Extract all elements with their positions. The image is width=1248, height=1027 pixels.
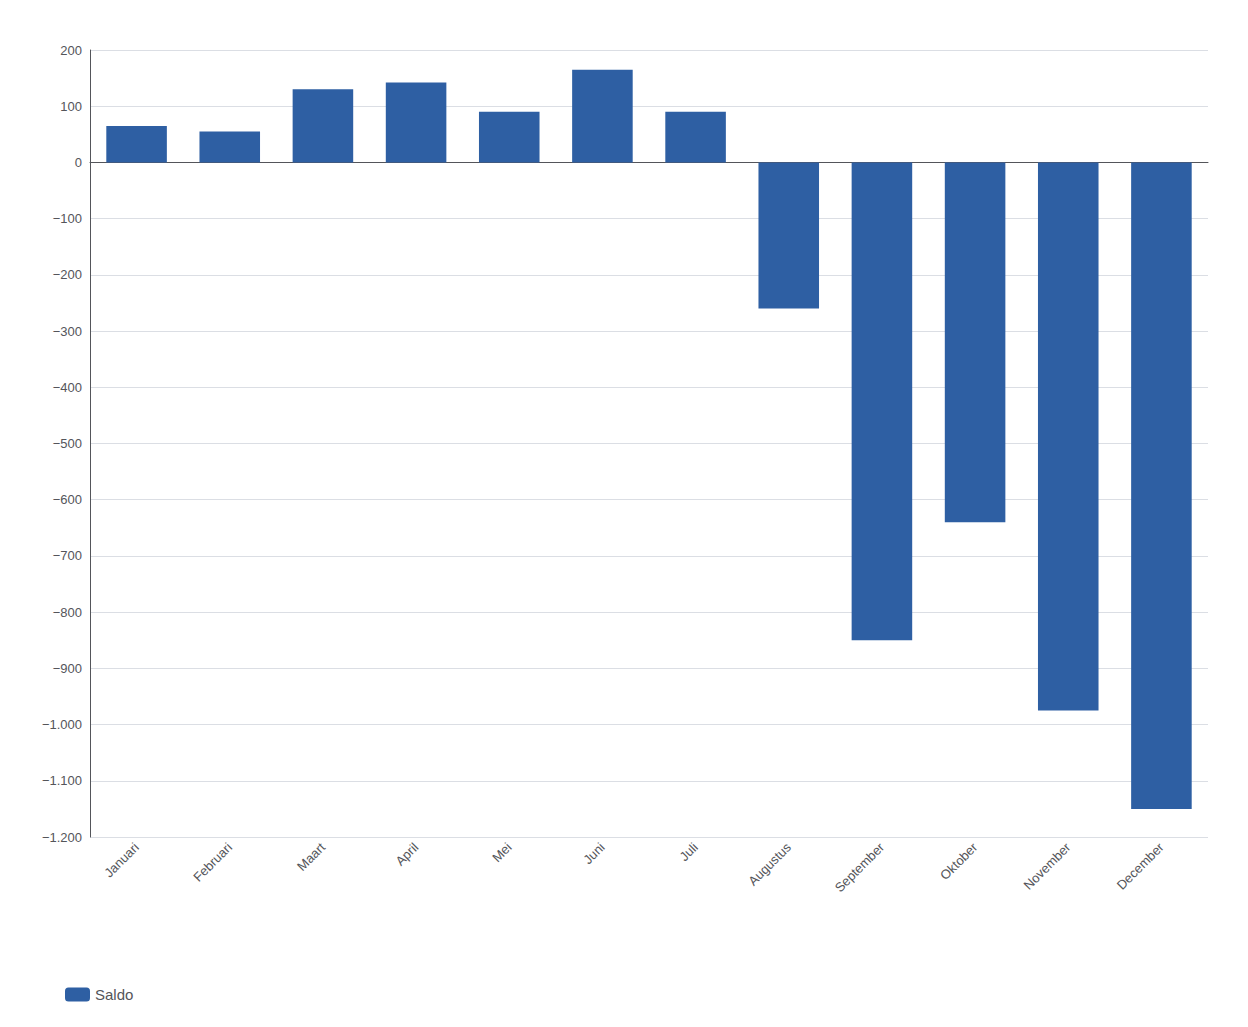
svg-text:Saldo: Saldo [95,986,133,1003]
svg-text:Juni: Juni [580,840,608,868]
svg-text:−1.000: −1.000 [42,717,82,732]
svg-text:Augustus: Augustus [745,839,794,888]
svg-text:−500: −500 [53,436,82,451]
svg-text:0: 0 [75,155,82,170]
svg-text:−900: −900 [53,661,82,676]
svg-text:−600: −600 [53,492,82,507]
svg-text:−700: −700 [53,548,82,563]
svg-text:−200: −200 [53,267,82,282]
svg-text:November: November [1021,839,1074,892]
svg-text:December: December [1114,839,1167,892]
svg-text:−1.100: −1.100 [42,773,82,788]
svg-text:Maart: Maart [294,839,328,873]
svg-text:Juli: Juli [677,840,701,864]
svg-text:−400: −400 [53,380,82,395]
svg-text:100: 100 [60,99,82,114]
svg-text:−100: −100 [53,211,82,226]
svg-text:−300: −300 [53,324,82,339]
svg-text:Februari: Februari [190,840,235,885]
svg-text:−800: −800 [53,605,82,620]
svg-text:Januari: Januari [101,840,142,881]
svg-text:Mei: Mei [489,840,514,865]
svg-text:September: September [832,839,888,895]
svg-text:Oktober: Oktober [937,839,981,883]
svg-text:200: 200 [60,43,82,58]
svg-text:−1.200: −1.200 [42,830,82,845]
svg-text:April: April [392,840,421,869]
